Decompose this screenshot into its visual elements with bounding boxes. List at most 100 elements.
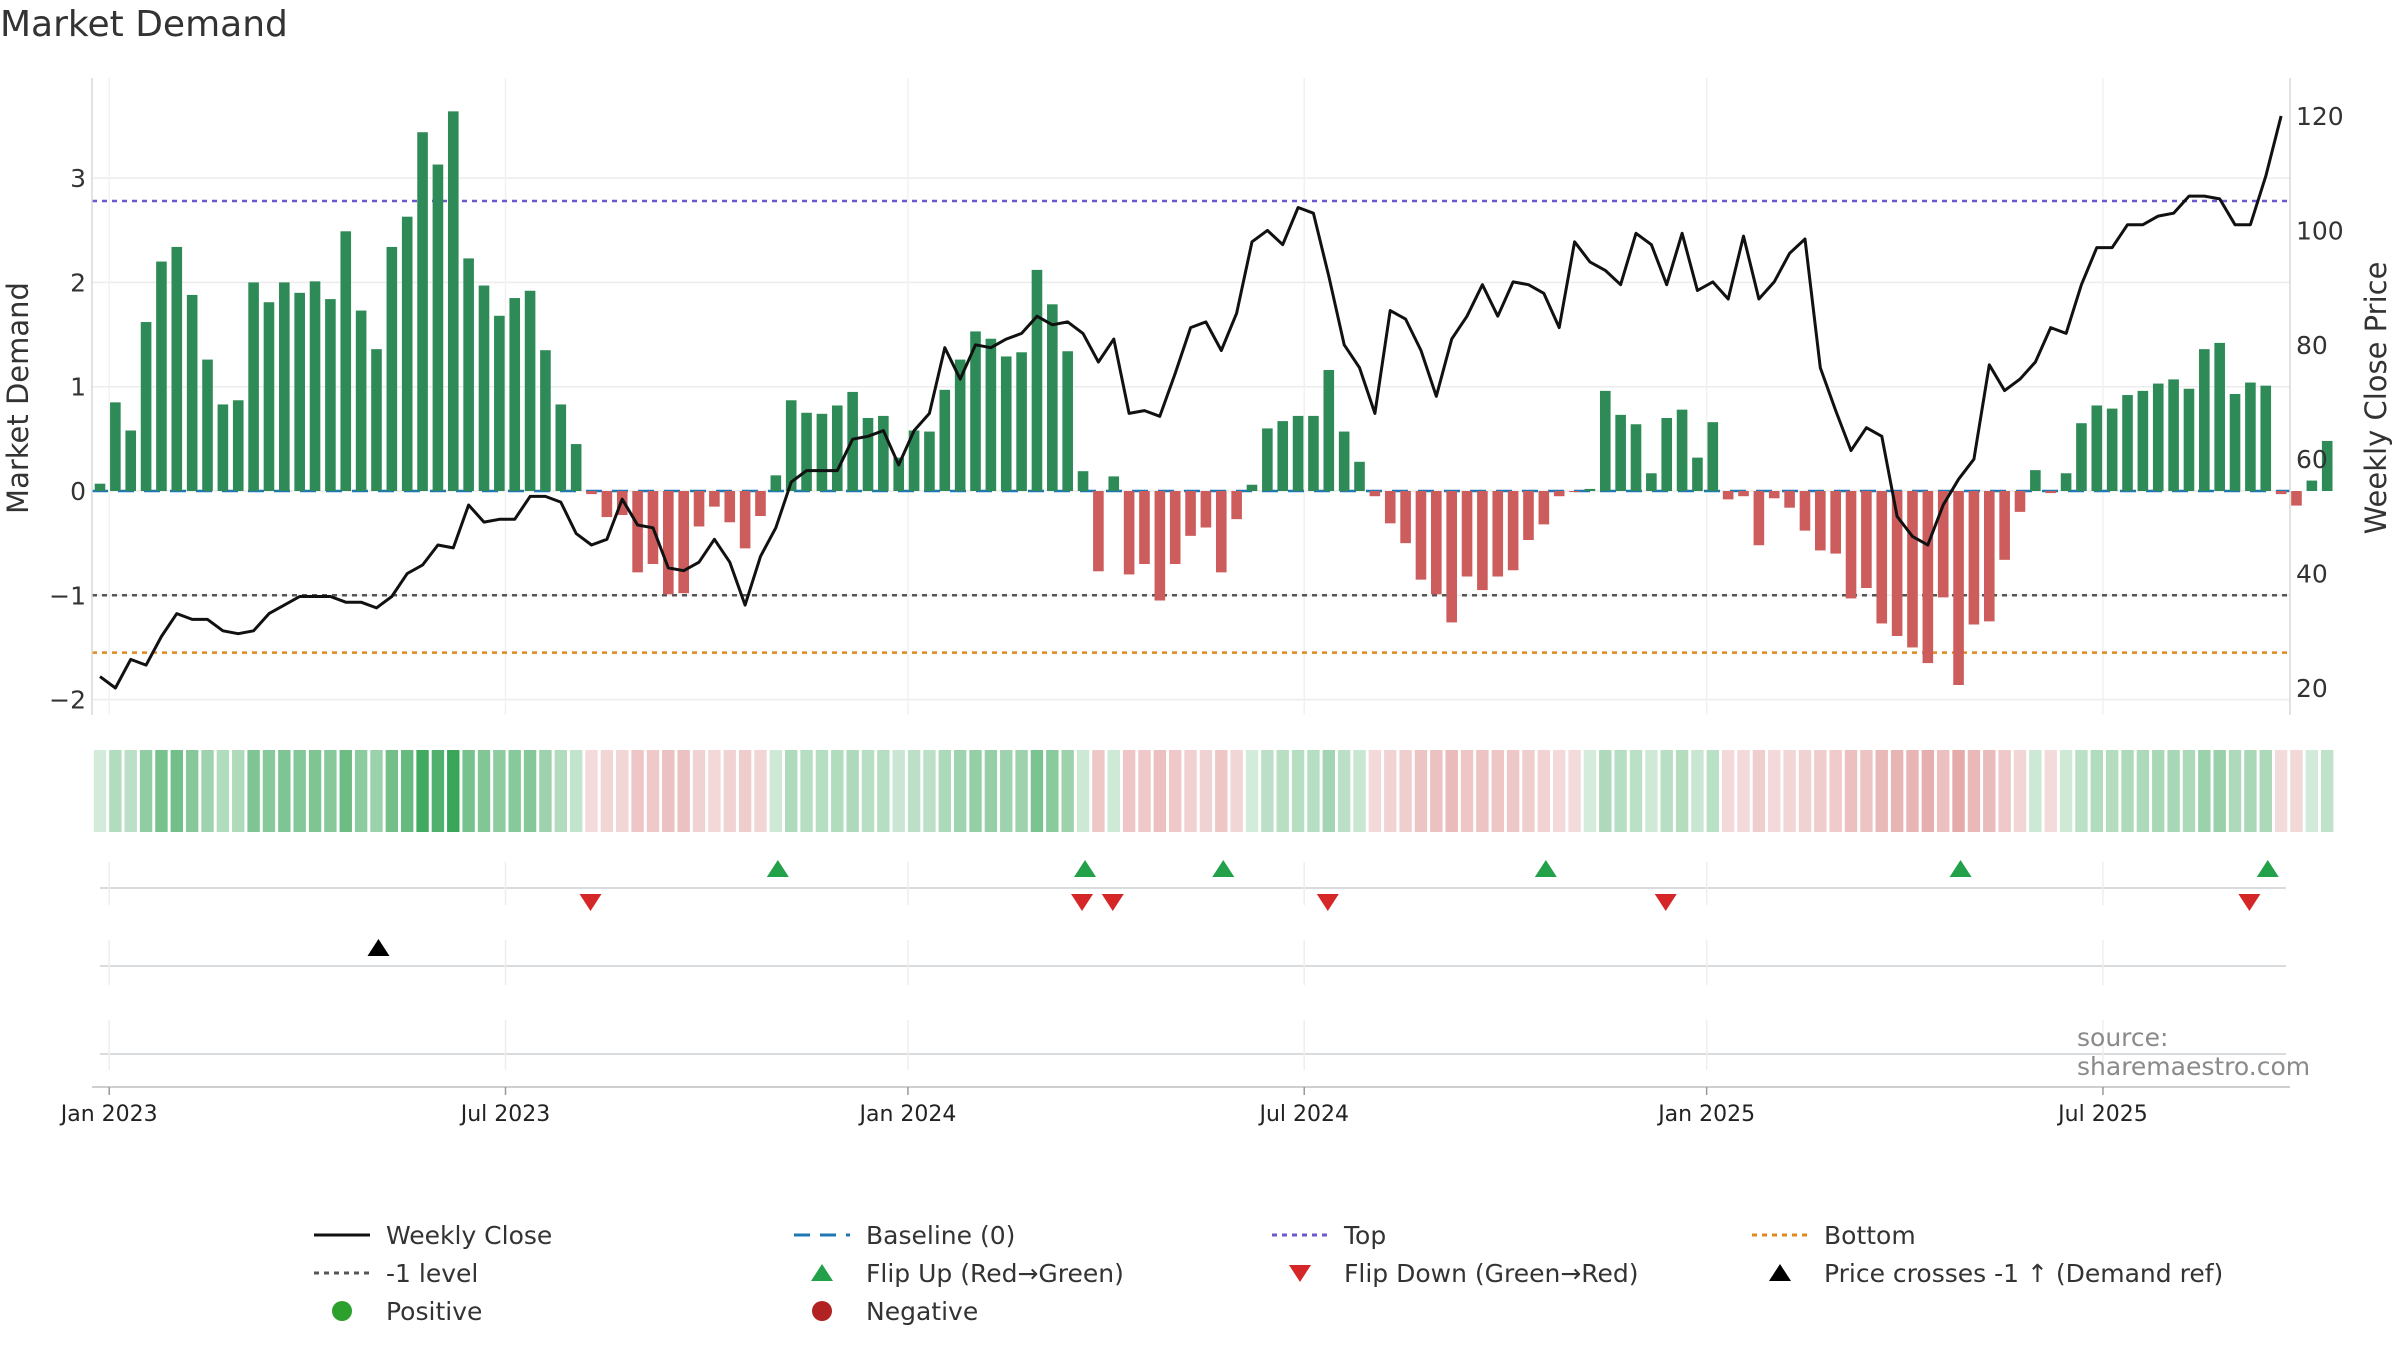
strip-cell — [1337, 750, 1351, 832]
strip-cell — [2029, 750, 2042, 832]
legend-top: Top — [1268, 1220, 1386, 1250]
strip-cell — [2059, 750, 2073, 832]
demand-bar — [1123, 491, 1135, 575]
strip-cell — [93, 750, 107, 832]
strip-cell — [1307, 750, 1320, 832]
strip-cell — [1506, 750, 1520, 832]
demand-bar — [1876, 491, 1888, 624]
demand-bar — [678, 491, 689, 594]
strip-cell — [354, 750, 368, 832]
legend-line-dashed-icon — [794, 1233, 850, 1237]
strip-cell — [109, 750, 122, 832]
strip-cell — [1261, 750, 1274, 832]
legend-label: Negative — [866, 1296, 979, 1326]
legend-label: Flip Down (Green→Red) — [1344, 1258, 1639, 1288]
triangle-up-icon — [811, 1264, 833, 1281]
demand-bar — [632, 491, 643, 573]
strip-cell — [2198, 750, 2211, 832]
legend-label: -1 level — [386, 1258, 479, 1288]
strip-cell — [1215, 750, 1228, 832]
strip-cell — [1000, 750, 1013, 832]
demand-bar — [1047, 304, 1058, 491]
demand-bar — [1108, 476, 1120, 491]
demand-bar — [1308, 415, 1319, 491]
flip-down-marker — [1071, 894, 1094, 911]
demand-bar — [217, 404, 229, 491]
demand-bar — [1369, 491, 1381, 497]
demand-bar — [1707, 422, 1719, 491]
demand-bar — [1169, 491, 1181, 565]
demand-bar — [1139, 491, 1150, 565]
strip-cell — [1046, 750, 1059, 832]
strip-cell — [2213, 750, 2226, 832]
strip-cell — [1322, 750, 1335, 832]
demand-bar — [1922, 491, 1934, 664]
legend-label: Weekly Close — [386, 1220, 553, 1250]
strip-cell — [462, 750, 475, 832]
strip-cell — [170, 750, 183, 832]
strip-cell — [232, 750, 245, 832]
demand-bar — [831, 405, 843, 491]
strip-cell — [815, 750, 829, 832]
strip-cell — [2121, 750, 2134, 832]
demand-bar — [1569, 491, 1580, 493]
strip-cell — [1291, 750, 1305, 832]
strip-cell — [2305, 750, 2319, 832]
triangle-down-icon — [1289, 1265, 1311, 1282]
demand-bar — [1292, 415, 1304, 491]
strip-cell — [554, 750, 567, 832]
flip-up-marker — [1212, 860, 1235, 877]
legend-label: Price crosses -1 ↑ (Demand ref) — [1824, 1258, 2224, 1288]
demand-bar — [1615, 414, 1626, 491]
legend-minus-one: -1 level — [310, 1258, 478, 1288]
strip-cell — [2075, 750, 2088, 832]
demand-bar — [724, 491, 736, 523]
strip-cell — [1537, 750, 1551, 832]
strip-cell — [1107, 750, 1120, 832]
strip-cell — [831, 750, 844, 832]
strip-cell — [155, 750, 168, 832]
demand-bar — [1185, 491, 1196, 536]
demand-bar — [2014, 491, 2026, 512]
demand-bar — [555, 404, 567, 491]
strip-cell — [1952, 750, 1965, 832]
demand-bar — [1093, 491, 1104, 572]
price-cross-marker — [367, 939, 390, 956]
demand-bar — [1200, 491, 1212, 528]
strip-cell — [324, 750, 337, 832]
strip-cell — [1353, 750, 1366, 832]
strip-cell — [2244, 750, 2257, 832]
strip-cell — [646, 750, 660, 832]
demand-bar — [893, 457, 905, 491]
right-tick-label: 40 — [2296, 560, 2328, 589]
demand-bar — [1538, 491, 1550, 525]
x-tick-label: Jan 2024 — [857, 1102, 956, 1127]
demand-bar — [1246, 484, 1258, 491]
strip-cell — [278, 750, 291, 832]
right-tick-label: 20 — [2296, 674, 2328, 703]
strip-cell — [769, 750, 783, 832]
demand-bar — [401, 216, 413, 492]
left-tick-label: 0 — [70, 477, 86, 506]
demand-bar — [2291, 491, 2302, 506]
demand-bar — [494, 315, 505, 491]
strip-cell — [1614, 750, 1627, 832]
strip-cell — [1015, 750, 1028, 832]
demand-bar — [294, 292, 305, 491]
demand-bar — [2306, 480, 2318, 491]
demand-bar — [2321, 440, 2333, 491]
right-axis-title: Weekly Close Price — [2359, 262, 2393, 535]
demand-bar — [1077, 471, 1089, 491]
strip-cell — [969, 750, 982, 832]
demand-bar — [1584, 488, 1596, 491]
demand-bar — [1676, 409, 1688, 491]
legend-line-solid-icon — [314, 1233, 370, 1237]
strip-cell — [1522, 750, 1535, 832]
strip-cell — [1399, 750, 1412, 832]
demand-bar — [110, 402, 121, 491]
strip-cell — [1814, 750, 1827, 832]
demand-bar — [232, 400, 244, 491]
demand-bar — [862, 417, 874, 491]
demand-bar — [1738, 491, 1749, 497]
strip-cell — [2090, 750, 2103, 832]
